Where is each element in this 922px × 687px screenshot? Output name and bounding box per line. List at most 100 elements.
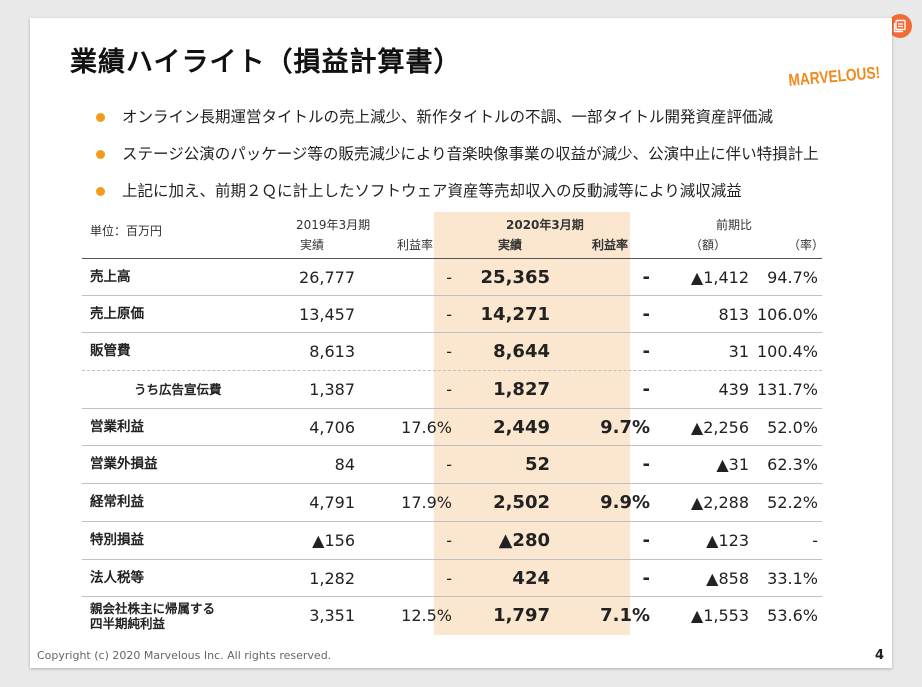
row-label: 売上原価 — [90, 305, 144, 322]
page-number: 4 — [875, 648, 885, 663]
curr-actual: 1,797 — [493, 605, 550, 627]
prev-actual: 84 — [334, 455, 355, 475]
curr-actual: 1,827 — [493, 379, 550, 401]
sub-diff-rate: （率） — [788, 238, 825, 252]
prev-margin: 12.5% — [401, 606, 452, 626]
diff-amount: ▲1,412 — [690, 268, 749, 287]
diff-rate: 100.4% — [756, 342, 818, 362]
curr-margin: - — [642, 529, 650, 551]
diff-rate: 52.2% — [767, 493, 818, 513]
curr-margin: - — [642, 454, 650, 476]
prev-margin: 17.6% — [401, 417, 452, 437]
slide-menu-button[interactable] — [888, 14, 912, 38]
prev-actual: 8,613 — [309, 342, 355, 362]
curr-actual: 8,644 — [493, 341, 550, 363]
row-label: 売上高 — [90, 269, 131, 285]
row-label: うち広告宣伝費 — [134, 382, 222, 398]
prev-actual: 3,351 — [309, 606, 355, 626]
diff-amount: 813 — [718, 304, 749, 324]
sub-diff-amount: （額） — [690, 238, 727, 252]
slide-menu-icon — [893, 19, 906, 33]
curr-actual: 424 — [512, 567, 550, 589]
curr-margin: - — [642, 567, 650, 589]
diff-amount: 31 — [728, 342, 749, 362]
prev-actual: ▲156 — [312, 530, 355, 550]
curr-actual: 2,502 — [493, 492, 550, 514]
slide: 業績ハイライト（損益計算書） MARVELOUS! オンライン長期運営タイトルの… — [30, 18, 892, 668]
row-label-line2: 四半期純利益 — [90, 616, 166, 632]
row-label: 経常利益 — [90, 494, 144, 511]
current-year-highlight — [434, 212, 630, 635]
sub-curr-actual: 実績 — [498, 238, 523, 252]
row-label: 営業外損益 — [90, 456, 158, 473]
diff-rate: 62.3% — [767, 455, 818, 475]
table-row: 親会社株主に帰属する 四半期純利益 3,351 12.5% 1,797 7.1%… — [82, 597, 822, 635]
table-row: 売上原価 13,457 - 14,271 - 813 106.0% — [82, 296, 822, 334]
curr-actual: ▲280 — [498, 529, 550, 551]
diff-rate: - — [812, 530, 818, 550]
diff-rate: 52.0% — [767, 417, 818, 437]
prev-actual: 13,457 — [299, 304, 355, 324]
table-row: 営業外損益 84 - 52 - ▲31 62.3% — [82, 446, 822, 485]
diff-rate: 106.0% — [756, 304, 818, 324]
diff-amount: 439 — [718, 380, 749, 400]
bullet-item: 上記に加え、前期２Ｑに計上したソフトウェア資産等売却収入の反動減等により減収減益 — [96, 179, 886, 216]
diff-amount: ▲31 — [716, 455, 749, 475]
unit-label: 単位：百万円 — [90, 224, 163, 238]
sub-curr-margin: 利益率 — [592, 238, 629, 252]
row-label: 販管費 — [90, 343, 131, 360]
prev-margin: - — [446, 304, 452, 324]
prev-margin: - — [446, 455, 452, 475]
table-row: 販管費 8,613 - 8,644 - 31 100.4% — [82, 333, 822, 372]
prev-margin: - — [446, 380, 452, 400]
row-label: 特別損益 — [90, 531, 144, 548]
curr-actual: 25,365 — [480, 267, 550, 288]
company-logo: MARVELOUS! — [787, 48, 882, 92]
table-row: 営業利益 4,706 17.6% 2,449 9.7% ▲2,256 52.0% — [82, 409, 822, 447]
row-label: 営業利益 — [90, 418, 144, 435]
prev-actual: 1,282 — [309, 568, 355, 588]
income-statement-table: 単位：百万円 2019年3月期 2020年3月期 前期比 実績 利益率 実績 利… — [82, 212, 825, 635]
curr-margin: - — [642, 379, 650, 401]
prev-margin: - — [446, 342, 452, 362]
table-row: 経常利益 4,791 17.9% 2,502 9.9% ▲2,288 52.2% — [82, 484, 822, 522]
prev-actual: 4,706 — [309, 417, 355, 437]
curr-actual: 14,271 — [480, 303, 550, 325]
diff-amount: ▲1,553 — [690, 606, 749, 626]
curr-margin: - — [642, 303, 650, 325]
group-diff: 前期比 — [716, 218, 753, 232]
diff-rate: 94.7% — [767, 268, 818, 287]
row-label: 法人税等 — [90, 569, 144, 586]
prev-margin: 17.9% — [401, 493, 452, 513]
diff-amount: ▲2,256 — [690, 417, 749, 437]
diff-amount: ▲858 — [706, 568, 749, 588]
table-header: 単位：百万円 2019年3月期 2020年3月期 前期比 実績 利益率 実績 利… — [82, 212, 825, 258]
group-curr-year: 2020年3月期 — [506, 218, 584, 232]
bullet-list: オンライン長期運営タイトルの売上減少、新作タイトルの不調、一部タイトル開発資産評… — [96, 105, 886, 216]
diff-rate: 53.6% — [767, 606, 818, 626]
curr-margin: - — [642, 341, 650, 363]
diff-amount: ▲2,288 — [690, 493, 749, 513]
bullet-item: オンライン長期運営タイトルの売上減少、新作タイトルの不調、一部タイトル開発資産評… — [96, 105, 886, 142]
prev-actual: 1,387 — [309, 380, 355, 400]
table-row: 特別損益 ▲156 - ▲280 - ▲123 - — [82, 522, 822, 560]
curr-margin: - — [642, 267, 650, 288]
bullet-item: ステージ公演のパッケージ等の販売減少により音楽映像事業の収益が減少、公演中止に伴… — [96, 142, 886, 179]
group-prev-year: 2019年3月期 — [296, 218, 371, 232]
diff-amount: ▲123 — [706, 530, 749, 550]
sub-prev-actual: 実績 — [300, 238, 325, 252]
table-row: 法人税等 1,282 - 424 - ▲858 33.1% — [82, 560, 822, 598]
curr-margin: 9.7% — [600, 416, 650, 438]
table-row: 売上高 26,777 - 25,365 - ▲1,412 94.7% — [82, 258, 822, 296]
diff-rate: 33.1% — [767, 568, 818, 588]
prev-actual: 4,791 — [309, 493, 355, 513]
curr-margin: 9.9% — [600, 492, 650, 514]
row-label-line1: 親会社株主に帰属する — [90, 601, 216, 617]
prev-margin: - — [446, 268, 452, 287]
prev-margin: - — [446, 568, 452, 588]
curr-actual: 2,449 — [493, 416, 550, 438]
page-title: 業績ハイライト（損益計算書） — [70, 47, 462, 78]
row-label: 親会社株主に帰属する 四半期純利益 — [90, 601, 215, 631]
sub-prev-margin: 利益率 — [397, 238, 434, 252]
prev-actual: 26,777 — [299, 268, 355, 287]
